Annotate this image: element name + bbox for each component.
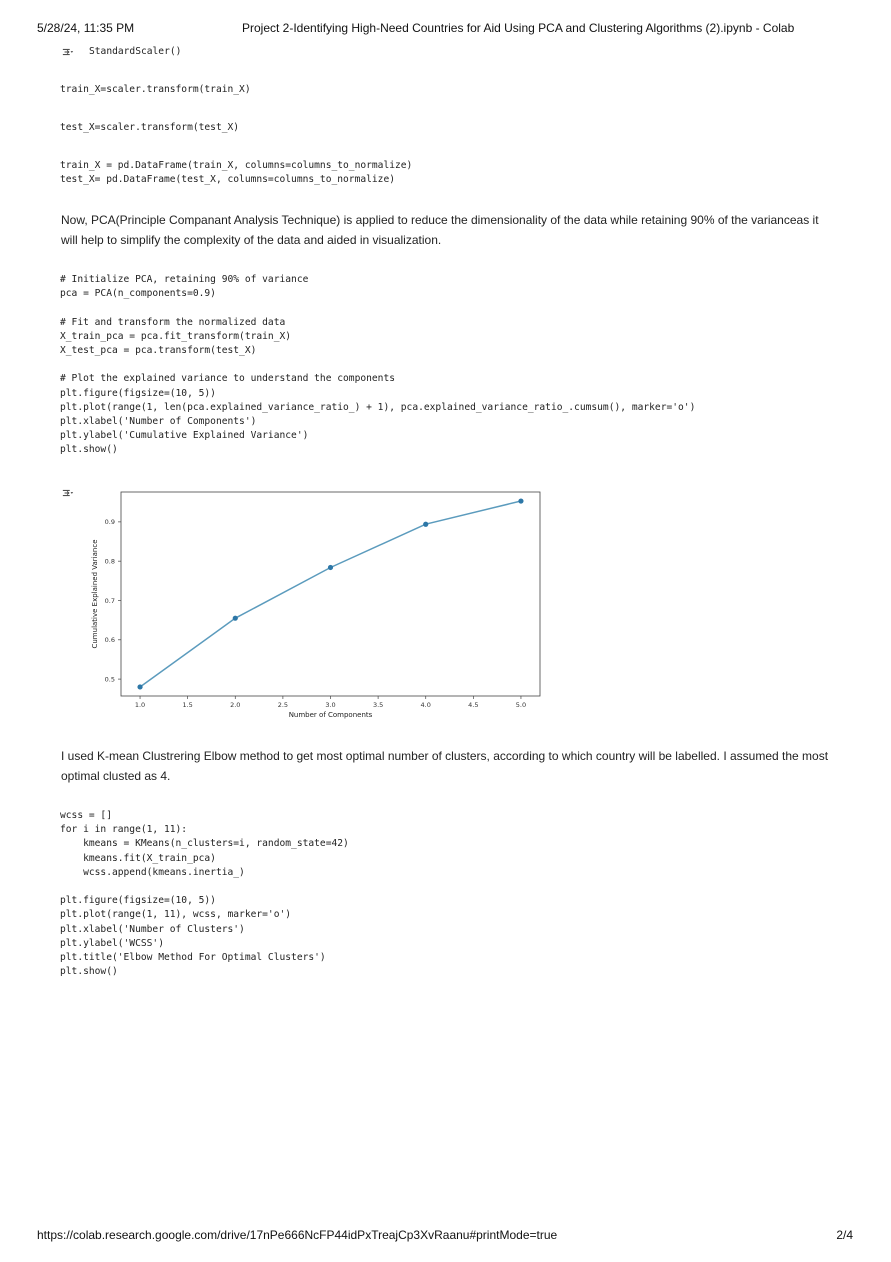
markdown-cell-pca-intro: Now, PCA(Principle Companant Analysis Te… bbox=[61, 213, 819, 247]
markdown-cell-elbow-intro: I used K-mean Clustrering Elbow method t… bbox=[61, 749, 829, 783]
y-tick-label: 0.6 bbox=[105, 636, 115, 644]
y-tick-label: 0.8 bbox=[105, 557, 115, 565]
y-tick-label: 0.7 bbox=[105, 597, 115, 605]
x-tick-label: 5.0 bbox=[516, 701, 526, 709]
code-cell-dataframe[interactable]: train_X = pd.DataFrame(train_X, columns=… bbox=[60, 160, 413, 186]
page-title: Project 2-Identifying High-Need Countrie… bbox=[242, 21, 795, 35]
code-cell-transform-train[interactable]: train_X=scaler.transform(train_X) bbox=[60, 84, 251, 95]
x-tick-label: 1.0 bbox=[135, 701, 145, 709]
y-axis-label: Cumulative Explained Variance bbox=[91, 539, 99, 648]
x-tick-label: 4.5 bbox=[468, 701, 478, 709]
data-point bbox=[232, 615, 238, 621]
x-tick-label: 2.0 bbox=[230, 701, 240, 709]
x-tick-label: 2.5 bbox=[278, 701, 288, 709]
data-point bbox=[423, 521, 429, 527]
x-tick-label: 3.5 bbox=[373, 701, 383, 709]
page-number: 2/4 bbox=[836, 1228, 853, 1242]
y-tick-label: 0.5 bbox=[105, 675, 115, 683]
output-toggle-icon[interactable] bbox=[62, 488, 74, 498]
code-cell-transform-test[interactable]: test_X=scaler.transform(test_X) bbox=[60, 122, 240, 133]
code-cell-pca[interactable]: # Initialize PCA, retaining 90% of varia… bbox=[60, 274, 696, 456]
x-tick-label: 3.0 bbox=[325, 701, 335, 709]
page-url: https://colab.research.google.com/drive/… bbox=[37, 1228, 558, 1242]
cell-output-standardscaler: StandardScaler() bbox=[89, 46, 182, 57]
explained-variance-chart: 1.0 1.5 2.0 2.5 3.0 3.5 4.0 4.5 5.0 0.5 0.6 0.7 0.8… bbox=[91, 491, 541, 719]
code-cell-kmeans-elbow[interactable]: wcss = [] for i in range(1, 11): kmeans … bbox=[60, 810, 349, 978]
y-tick-label: 0.9 bbox=[105, 518, 115, 526]
x-axis-label: Number of Components bbox=[289, 711, 373, 719]
plot-area bbox=[120, 491, 541, 697]
output-toggle-icon[interactable] bbox=[62, 47, 74, 57]
data-point bbox=[327, 564, 334, 571]
print-timestamp: 5/28/24, 11:35 PM bbox=[37, 21, 135, 35]
x-tick-label: 1.5 bbox=[182, 701, 192, 709]
x-tick-label: 4.0 bbox=[421, 701, 431, 709]
data-point bbox=[137, 684, 143, 690]
data-point bbox=[518, 498, 524, 504]
